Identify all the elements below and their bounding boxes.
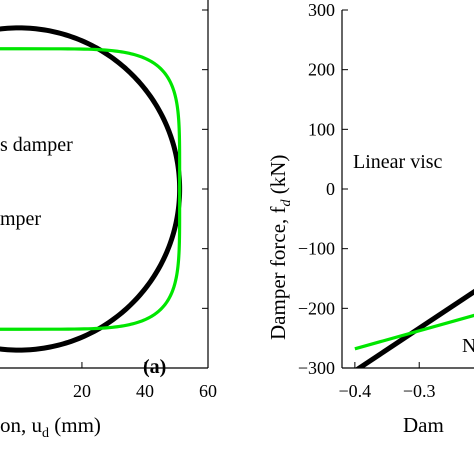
panel-a-annotation-damper: mper [0,208,41,230]
panel-b-x-axis-label: Dam [403,413,444,437]
panel-a-x-tick-labels: 20 40 60 [73,381,217,401]
panel-b-y-tick-label: −100 [298,239,335,259]
panel-a: s damper mper (a) 20 40 60 on, ud (mm) [0,0,217,441]
panel-b-y-tick-label: −300 [298,358,335,378]
panel-b-y-tick-label: −200 [298,298,335,318]
panel-a-x-tick-label: 60 [199,381,217,401]
panel-b-x-tick-label: −0.4 [339,381,372,401]
panel-b-y-tick-label: 100 [308,119,335,139]
panel-a-axes [0,0,209,369]
panel-a-series-green-line [0,47,182,331]
panel-b-plot-area [354,288,474,368]
panel-a-label: (a) [143,356,166,378]
panel-b-x-tick-label: −0.3 [403,381,436,401]
panel-a-x-axis-label: on, ud (mm) [0,413,101,441]
panel-b-y-tick-label: 300 [308,0,335,20]
panel-a-annotation-viscous-damper: s damper [0,134,73,156]
panel-a-plot-area [0,25,183,353]
panel-b-y-tick-label: 0 [326,179,335,199]
panel-b-series-green-line [354,313,474,351]
panel-b-series-black-line [354,288,474,368]
panel-b-x-tick-labels: −0.4−0.3−0 [339,381,474,401]
panel-a-series-black-line [0,25,183,353]
panel-b-annotation-nonlinear: N [462,335,474,357]
panel-a-x-tick-label: 20 [73,381,91,401]
panel-b-y-axis-label: Damper force, fd (kN) [266,155,294,340]
panel-b-annotation-linear-viscous: Linear visc [353,151,443,173]
panel-a-x-tick-label: 40 [136,381,154,401]
panel-b-y-tick-labels: 300 200 100 0 −100 −200 −300 [298,0,335,378]
panel-b-axes [341,9,474,369]
panel-b-y-tick-label: 200 [308,60,335,80]
